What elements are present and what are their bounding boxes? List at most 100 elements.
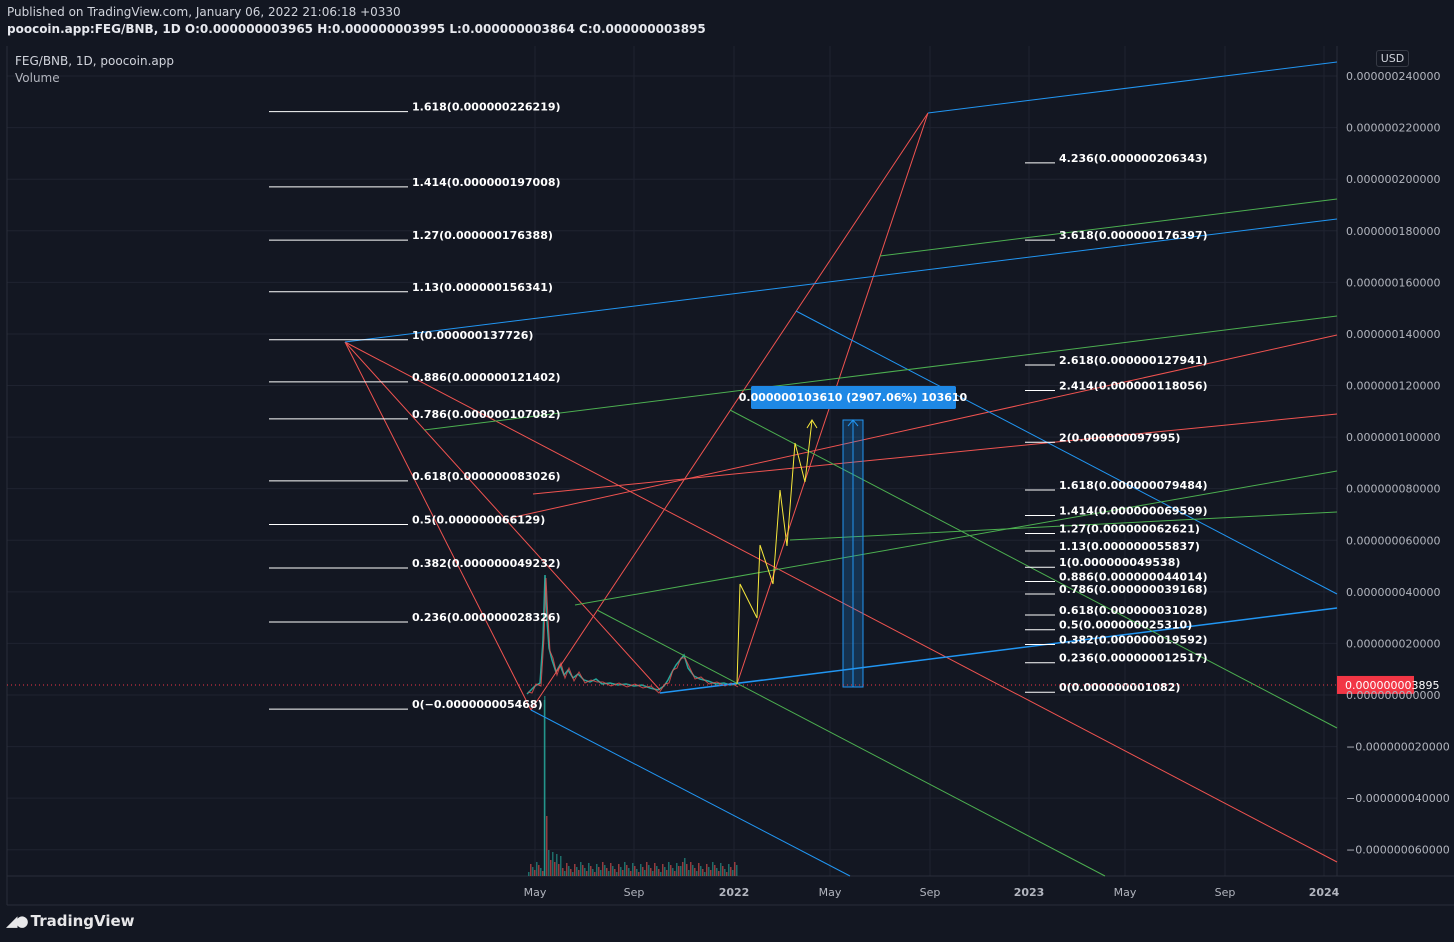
volume-bar — [720, 863, 722, 876]
tradingview-logo-icon: ◢● — [6, 912, 29, 930]
projection-arrow — [806, 419, 818, 429]
time-tick-label: May — [1114, 886, 1137, 899]
time-axis[interactable]: May Sep 2022 May Sep 2023 May Sep 2024 — [524, 886, 1340, 899]
fib-level-label: 0.236(0.000000028326) — [412, 611, 561, 624]
volume-bar — [546, 816, 548, 876]
fib-level: 1.13(0.000000055837) — [1025, 540, 1200, 553]
volume-bar — [592, 869, 594, 876]
volume-bar — [542, 871, 544, 876]
fib-level: 0.618(0.000000083026) — [269, 470, 561, 483]
fib-level: 4.236(0.000000206343) — [1025, 152, 1208, 165]
volume-bar — [638, 872, 640, 876]
volume-bar — [584, 868, 586, 876]
volume-bar — [608, 871, 610, 876]
measure-label-box — [751, 386, 956, 409]
plot-area[interactable] — [7, 46, 1337, 876]
projection-path — [736, 419, 813, 685]
green-line-4 — [789, 511, 1338, 541]
fib-level-label: 2.618(0.000000127941) — [1059, 354, 1208, 367]
fib-level-label: 1.27(0.000000062621) — [1059, 523, 1200, 536]
volume-bar — [648, 865, 650, 876]
volume-bar — [682, 862, 684, 876]
red-line-3 — [344, 341, 1338, 863]
volume-bar — [646, 862, 648, 876]
volume-bar — [540, 868, 542, 876]
volume-bar — [596, 864, 598, 876]
blue-line-5 — [795, 310, 1338, 595]
volume-bars — [528, 696, 738, 876]
fib-levels-left[interactable]: 1.618(0.000000226219) 1.414(0.00000019700… — [269, 101, 561, 712]
volume-bar — [568, 866, 570, 876]
volume-bar — [610, 863, 612, 876]
volume-bar — [712, 862, 714, 876]
blue-line-3 — [530, 709, 851, 877]
fib-level: 1.618(0.000000079484) — [1025, 479, 1208, 492]
measure-arrow — [847, 419, 859, 427]
time-tick-label: 2024 — [1309, 886, 1340, 899]
volume-bar — [658, 869, 660, 876]
fib-level-label: 1.13(0.000000055837) — [1059, 540, 1200, 553]
red-line-7 — [532, 413, 1338, 495]
volume-bar — [532, 867, 534, 876]
green-line-2 — [879, 198, 1338, 257]
volume-bar — [570, 869, 572, 876]
volume-bar — [652, 871, 654, 876]
price-axis[interactable]: 0.000000240000 0.000000220000 0.0000002000… — [1346, 70, 1450, 857]
volume-bar — [612, 866, 614, 876]
drawings[interactable]: 0.000000103610 (2907.06%) 103610 — [344, 61, 1338, 877]
volume-bar — [702, 869, 704, 876]
fib-level-label: 1.13(0.000000156341) — [412, 281, 553, 294]
volume-bar — [528, 872, 530, 876]
volume-bar — [538, 865, 540, 876]
price-line-up — [526, 574, 738, 695]
volume-bar — [620, 867, 622, 876]
currency-button[interactable]: USD — [1376, 50, 1409, 67]
fib-level-label: 0.886(0.000000044014) — [1059, 570, 1208, 583]
volume-bar — [722, 866, 724, 876]
tradingview-brand: TradingView — [30, 912, 135, 930]
volume-bar — [632, 863, 634, 876]
fib-level-label: 1(0.000000137726) — [412, 329, 533, 342]
fib-level: 2.618(0.000000127941) — [1025, 354, 1208, 367]
volume-bar — [706, 864, 708, 876]
green-line-6 — [596, 609, 1106, 877]
fib-level: 0.5(0.000000066129) — [269, 513, 545, 526]
volume-bar — [554, 862, 556, 876]
green-line-5 — [729, 409, 1338, 729]
fib-level-label: 1.414(0.000000069599) — [1059, 505, 1208, 518]
fib-level: 1.13(0.000000156341) — [269, 281, 553, 294]
grid — [7, 46, 1337, 876]
time-tick-label: Sep — [624, 886, 645, 899]
fib-level: 0.786(0.000000039168) — [1025, 583, 1208, 596]
red-line-6 — [509, 334, 1338, 519]
volume-bar — [700, 866, 702, 876]
fib-level-label: 0.618(0.000000031028) — [1059, 604, 1208, 617]
price-tick-label: −0.000000040000 — [1346, 792, 1450, 805]
legend-symbol[interactable]: FEG/BNB, 1D, poocoin.app — [15, 54, 174, 68]
volume-bar — [734, 862, 736, 876]
price-tick-label: 0.000000080000 — [1346, 483, 1440, 496]
price-tick-label: 0.000000040000 — [1346, 586, 1440, 599]
fib-level-label: 0(0.000000001082) — [1059, 681, 1180, 694]
fib-level-label: 1.618(0.000000079484) — [1059, 479, 1208, 492]
fib-level: 0.236(0.000000028326) — [269, 611, 561, 624]
fib-levels-right[interactable]: 4.236(0.000000206343) 3.618(0.00000017639… — [1025, 152, 1208, 694]
fib-level-label: 3.618(0.000000176397) — [1059, 229, 1208, 242]
fib-level-label: 0.236(0.000000012517) — [1059, 652, 1208, 665]
fib-level-label: 1.618(0.000000226219) — [412, 101, 561, 114]
volume-bar — [716, 868, 718, 876]
volume-bar — [600, 870, 602, 876]
fib-level: 2(0.000000097995) — [1025, 431, 1180, 444]
volume-bar — [718, 871, 720, 876]
volume-bar — [602, 862, 604, 876]
volume-bar — [670, 865, 672, 876]
fib-level: 1.27(0.000000176388) — [269, 229, 553, 242]
volume-bar — [598, 867, 600, 876]
volume-bar — [668, 862, 670, 876]
fib-level-label: 0.618(0.000000083026) — [412, 470, 561, 483]
fib-level-label: 1(0.000000049538) — [1059, 556, 1180, 569]
volume-bar — [672, 868, 674, 876]
fib-level-label: 0.382(0.000000019592) — [1059, 633, 1208, 646]
legend-volume[interactable]: Volume — [15, 71, 60, 85]
